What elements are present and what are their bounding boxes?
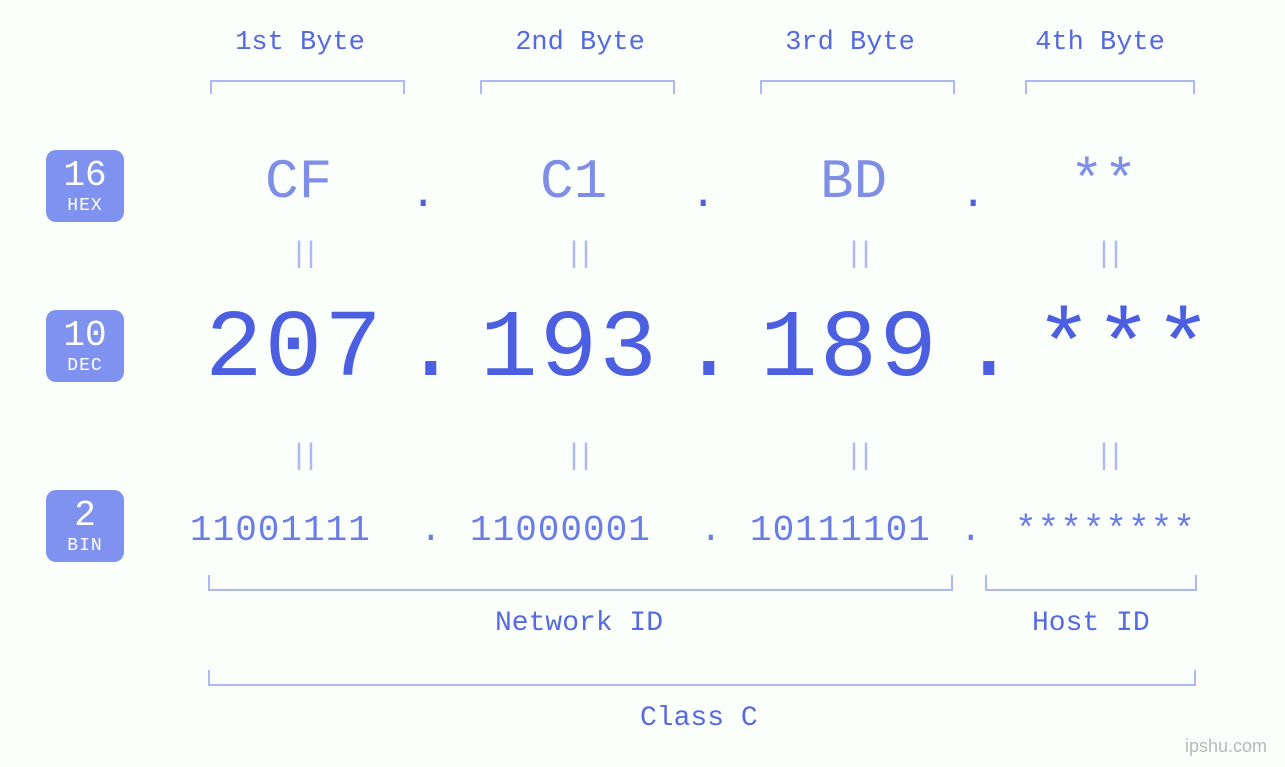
bin-dot: .: [420, 510, 442, 551]
watermark: ipshu.com: [1185, 736, 1267, 757]
bin-dot: .: [960, 510, 982, 551]
byte-bracket: [1025, 80, 1195, 94]
byte-bracket: [480, 80, 675, 94]
network-bracket: [208, 575, 953, 591]
dec-dot: .: [680, 295, 738, 404]
badge-label: DEC: [46, 356, 124, 376]
network-id-label: Network ID: [495, 608, 663, 639]
hex-value: CF: [265, 150, 332, 214]
bin-value: ********: [1015, 510, 1196, 551]
equals-icon: ||: [845, 238, 869, 272]
dec-dot: .: [960, 295, 1018, 404]
bin-value: 11001111: [190, 510, 371, 551]
hex-dot: .: [410, 170, 436, 220]
equals-icon: ||: [565, 238, 589, 272]
byte-label: 1st Byte: [190, 28, 410, 58]
equals-icon: ||: [290, 440, 314, 474]
badge-num: 2: [46, 498, 124, 534]
dec-value: 193: [480, 295, 659, 404]
equals-icon: ||: [845, 440, 869, 474]
class-label: Class C: [640, 703, 758, 734]
host-bracket: [985, 575, 1197, 591]
dec-value: ***: [1035, 295, 1214, 404]
badge-label: HEX: [46, 196, 124, 216]
badge-label: BIN: [46, 536, 124, 556]
hex-dot: .: [960, 170, 986, 220]
equals-icon: ||: [290, 238, 314, 272]
byte-bracket: [210, 80, 405, 94]
byte-label: 4th Byte: [990, 28, 1210, 58]
class-bracket: [208, 670, 1196, 686]
equals-icon: ||: [1095, 238, 1119, 272]
hex-value: C1: [540, 150, 607, 214]
bin-badge: 2 BIN: [46, 490, 124, 562]
dec-dot: .: [402, 295, 460, 404]
dec-badge: 10 DEC: [46, 310, 124, 382]
equals-icon: ||: [1095, 440, 1119, 474]
host-id-label: Host ID: [1032, 608, 1150, 639]
hex-dot: .: [690, 170, 716, 220]
dec-value: 189: [760, 295, 939, 404]
dec-value: 207: [205, 295, 384, 404]
equals-icon: ||: [565, 440, 589, 474]
byte-label: 3rd Byte: [740, 28, 960, 58]
hex-badge: 16 HEX: [46, 150, 124, 222]
bin-dot: .: [700, 510, 722, 551]
bin-value: 11000001: [470, 510, 651, 551]
hex-value: BD: [820, 150, 887, 214]
byte-label: 2nd Byte: [470, 28, 690, 58]
badge-num: 10: [46, 318, 124, 354]
badge-num: 16: [46, 158, 124, 194]
bin-value: 10111101: [750, 510, 931, 551]
hex-value: **: [1070, 150, 1137, 214]
byte-bracket: [760, 80, 955, 94]
